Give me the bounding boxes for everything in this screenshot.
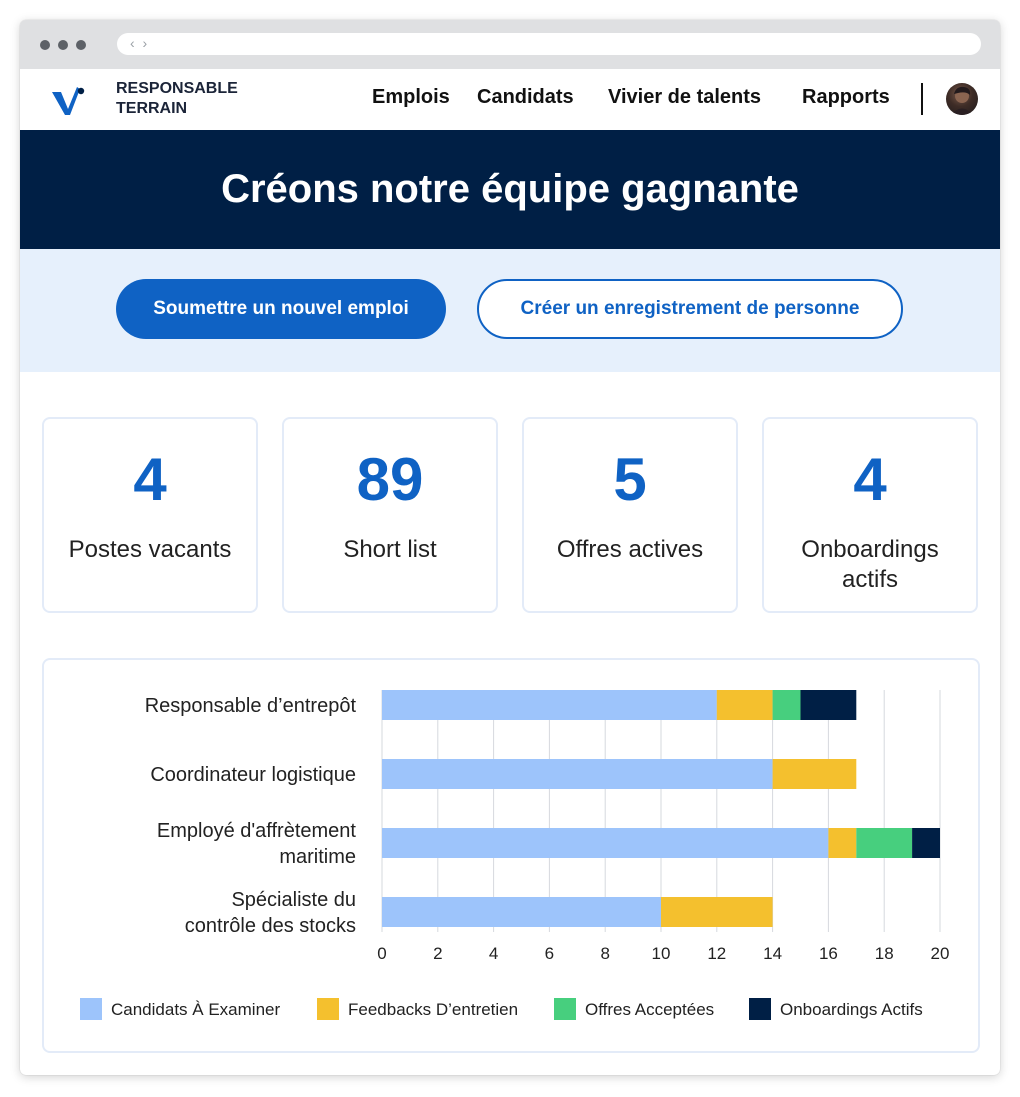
x-tick-label: 2 xyxy=(433,944,442,963)
stat-value: 89 xyxy=(356,446,424,513)
stat-value: 4 xyxy=(133,446,167,513)
x-tick-label: 8 xyxy=(600,944,609,963)
nav-rapports[interactable]: Rapports xyxy=(802,86,890,108)
window-close-dot[interactable] xyxy=(40,40,50,50)
brand-name: RESPONSABLE TERRAIN xyxy=(116,79,238,119)
bar-segment xyxy=(661,897,773,927)
browser-window: ‹ › RESPONSABLE TERRAIN Emplois Candidat… xyxy=(20,20,1000,1075)
browser-nav-arrows-icon[interactable]: ‹ › xyxy=(130,35,150,51)
bar-segment xyxy=(772,690,801,720)
bar-segment xyxy=(912,828,940,858)
bar-segment xyxy=(856,828,913,858)
pipeline-chart-card: 0 2 4 6 8 10 12 14 16 18 20 Responsable d’entrepôt C… xyxy=(42,658,980,1053)
page-title: Créons notre équipe gagnante xyxy=(221,167,799,211)
bar-segment xyxy=(716,690,773,720)
window-minimize-dot[interactable] xyxy=(58,40,68,50)
action-bar: Soumettre un nouvel emploi Créer un enre… xyxy=(20,249,1000,372)
stat-label: Short list xyxy=(343,536,437,563)
nav-vivier-de-talents[interactable]: Vivier de talents xyxy=(608,86,762,108)
bar-segment xyxy=(382,828,829,858)
window-maximize-dot[interactable] xyxy=(76,40,86,50)
address-bar[interactable]: ‹ › xyxy=(117,33,981,55)
submit-job-button[interactable]: Soumettre un nouvel emploi xyxy=(116,279,446,339)
category-label: Responsable d’entrepôt xyxy=(145,695,357,717)
bar-segment xyxy=(772,759,857,789)
legend-swatch xyxy=(317,998,339,1020)
create-person-record-button[interactable]: Créer un enregistrement de personne xyxy=(477,279,903,339)
logo-icon[interactable] xyxy=(50,83,86,119)
stat-label: Postes vacants xyxy=(68,536,232,563)
category-label: maritime xyxy=(279,846,356,868)
nav-divider xyxy=(921,83,923,115)
category-label: contrôle des stocks xyxy=(185,915,356,937)
nav-candidats[interactable]: Candidats xyxy=(477,86,574,108)
legend-swatch xyxy=(749,998,771,1020)
stat-label: Onboardings actifs xyxy=(801,536,939,593)
bar-segment xyxy=(382,759,773,789)
x-tick-label: 12 xyxy=(707,944,726,963)
pipeline-chart: 0 2 4 6 8 10 12 14 16 18 20 Responsable d’entrepôt C… xyxy=(80,690,950,1020)
stat-card-open-positions[interactable]: 4 Postes vacants xyxy=(42,417,258,613)
stat-card-active-onboardings[interactable]: 4 Onboardings actifs xyxy=(762,417,978,613)
bar-segment xyxy=(828,828,857,858)
x-tick-label: 16 xyxy=(819,944,838,963)
x-tick-label: 10 xyxy=(652,944,671,963)
browser-toolbar: ‹ › xyxy=(20,20,1000,69)
category-label: Spécialiste du xyxy=(231,889,356,911)
category-label: Coordinateur logistique xyxy=(150,764,356,786)
x-tick-label: 6 xyxy=(545,944,554,963)
brand-line-1: RESPONSABLE xyxy=(116,80,238,97)
legend-label: Candidats À Examiner xyxy=(111,1000,280,1019)
legend-swatch xyxy=(80,998,102,1020)
stat-card-active-offers[interactable]: 5 Offres actives xyxy=(522,417,738,613)
stat-value: 5 xyxy=(613,446,647,513)
top-navigation: RESPONSABLE TERRAIN Emplois Candidats Vi… xyxy=(20,69,1000,130)
stat-card-short-list[interactable]: 89 Short list xyxy=(282,417,498,613)
bar-segment xyxy=(382,690,717,720)
legend-label: Feedbacks D’entretien xyxy=(348,1000,518,1019)
x-tick-label: 18 xyxy=(875,944,894,963)
bar-segment xyxy=(382,897,661,927)
hero-banner: Créons notre équipe gagnante xyxy=(20,130,1000,249)
x-tick-label: 4 xyxy=(489,944,498,963)
x-tick-label: 14 xyxy=(763,944,782,963)
stat-value: 4 xyxy=(853,446,887,513)
legend-label: Offres Acceptées xyxy=(585,1000,714,1019)
stat-label: Offres actives xyxy=(556,536,704,563)
x-tick-label: 20 xyxy=(931,944,950,963)
category-label: Employé d'affrètement xyxy=(157,820,357,842)
legend-label: Onboardings Actifs xyxy=(780,1000,923,1019)
x-tick-label: 0 xyxy=(377,944,386,963)
nav-emplois[interactable]: Emplois xyxy=(372,86,450,108)
brand-line-2: TERRAIN xyxy=(116,100,188,117)
bar-segment xyxy=(800,690,857,720)
avatar[interactable] xyxy=(946,83,978,115)
legend-swatch xyxy=(554,998,576,1020)
